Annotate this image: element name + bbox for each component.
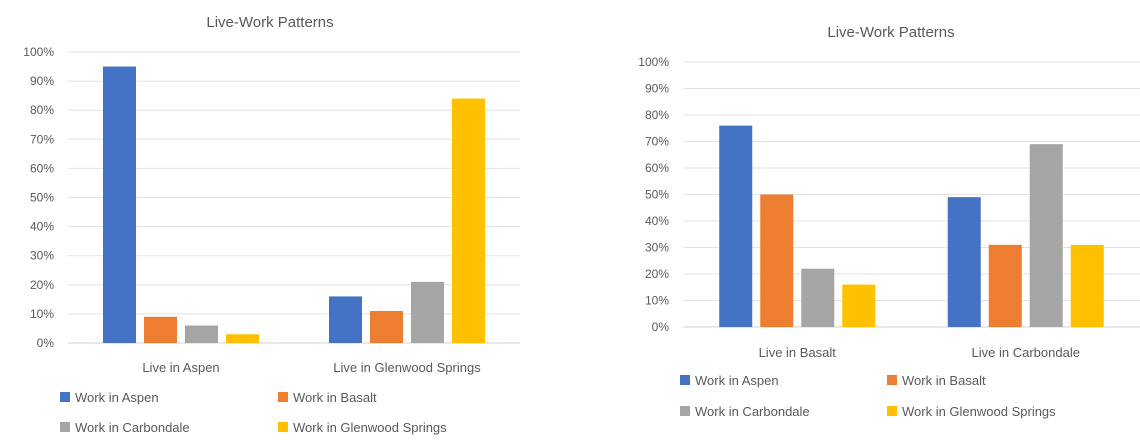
bar-work-in-basalt-live-in-basalt: [760, 194, 794, 327]
x-category-label: Live in Basalt: [759, 345, 837, 360]
bar-work-in-glenwood-springs-live-in-basalt: [842, 284, 876, 327]
legend-swatch: [887, 375, 897, 385]
y-tick-label: 60%: [30, 161, 54, 175]
y-tick-label: 40%: [645, 214, 669, 228]
bar-work-in-glenwood-springs-live-in-glenwood-springs: [452, 98, 485, 343]
chart-title: Live-Work Patterns: [206, 14, 333, 31]
y-tick-label: 70%: [645, 135, 669, 149]
y-tick-label: 90%: [30, 74, 54, 88]
bar-work-in-glenwood-springs-live-in-aspen: [226, 334, 259, 343]
y-tick-label: 80%: [30, 103, 54, 117]
bar-work-in-aspen-live-in-aspen: [103, 66, 136, 344]
legend-label: Work in Carbondale: [75, 420, 190, 435]
bar-work-in-carbondale-live-in-aspen: [185, 325, 218, 343]
y-tick-label: 50%: [30, 191, 54, 205]
y-tick-label: 20%: [30, 278, 54, 292]
y-tick-label: 10%: [645, 294, 669, 308]
y-tick-label: 40%: [30, 220, 54, 234]
x-category-label: Live in Glenwood Springs: [333, 360, 481, 375]
x-category-label: Live in Aspen: [142, 360, 219, 375]
bar-work-in-basalt-live-in-aspen: [144, 316, 177, 343]
legend-item: Work in Carbondale: [680, 404, 810, 419]
bar-work-in-aspen-live-in-carbondale: [947, 197, 981, 327]
legend-label: Work in Basalt: [293, 390, 377, 405]
live-work-chart-aspen-glenwood: Live-Work Patterns 0% 10% 20% 30% 40% 50% 60% 70…: [23, 14, 520, 435]
y-tick-label: 80%: [645, 108, 669, 122]
legend-swatch: [680, 375, 690, 385]
y-tick-label: 30%: [30, 249, 54, 263]
y-tick-label: 0%: [37, 336, 55, 350]
bar-work-in-carbondale-live-in-glenwood-springs: [411, 281, 444, 343]
bar-work-in-basalt-live-in-glenwood-springs: [370, 310, 403, 343]
legend-item: Work in Glenwood Springs: [887, 404, 1056, 419]
bar-work-in-aspen-live-in-glenwood-springs: [329, 296, 362, 343]
legend-label: Work in Aspen: [75, 390, 159, 405]
legend-swatch: [60, 392, 70, 402]
chart-title: Live-Work Patterns: [827, 24, 954, 41]
y-tick-label: 100%: [23, 45, 54, 59]
legend-swatch: [887, 406, 897, 416]
y-tick-label: 70%: [30, 132, 54, 146]
legend-label: Work in Carbondale: [695, 404, 810, 419]
legend-item: Work in Basalt: [887, 373, 986, 388]
legend-item: Work in Glenwood Springs: [278, 420, 447, 435]
legend-item: Work in Aspen: [60, 390, 159, 405]
legend-item: Work in Basalt: [278, 390, 377, 405]
bar-work-in-aspen-live-in-basalt: [719, 125, 753, 327]
live-work-chart-basalt-carbondale: Live-Work Patterns 0% 10% 20% 30% 40% 50% 60% 70…: [638, 24, 1140, 419]
bar-work-in-carbondale-live-in-basalt: [801, 268, 835, 327]
legend-swatch: [680, 406, 690, 416]
x-category-label: Live in Carbondale: [972, 345, 1080, 360]
y-tick-label: 0%: [652, 320, 670, 334]
bar-work-in-carbondale-live-in-carbondale: [1029, 144, 1063, 327]
y-tick-label: 20%: [645, 267, 669, 281]
y-tick-label: 100%: [638, 55, 669, 69]
y-tick-label: 30%: [645, 241, 669, 255]
legend-item: Work in Aspen: [680, 373, 779, 388]
y-tick-label: 90%: [645, 82, 669, 96]
legend-swatch: [60, 422, 70, 432]
legend-label: Work in Aspen: [695, 373, 779, 388]
legend-label: Work in Glenwood Springs: [902, 404, 1056, 419]
legend-label: Work in Basalt: [902, 373, 986, 388]
bar-work-in-basalt-live-in-carbondale: [988, 244, 1022, 327]
legend-swatch: [278, 392, 288, 402]
legend-label: Work in Glenwood Springs: [293, 420, 447, 435]
y-tick-label: 60%: [645, 161, 669, 175]
legend-item: Work in Carbondale: [60, 420, 190, 435]
y-tick-label: 10%: [30, 307, 54, 321]
y-tick-label: 50%: [645, 188, 669, 202]
legend-swatch: [278, 422, 288, 432]
bar-work-in-glenwood-springs-live-in-carbondale: [1070, 244, 1104, 327]
